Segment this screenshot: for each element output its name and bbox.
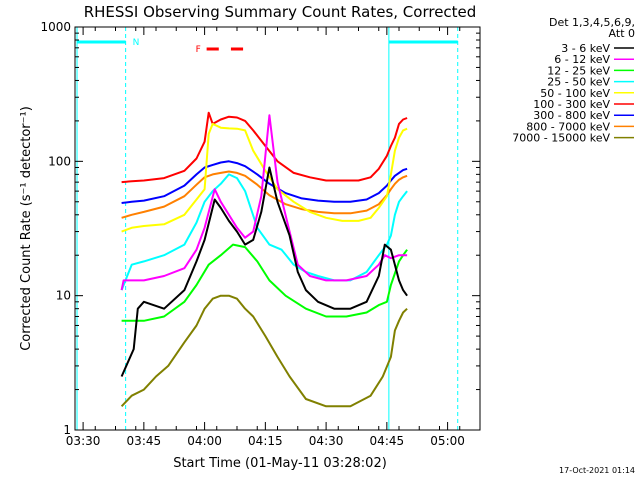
legend-label: 300 - 800 keV	[533, 109, 610, 122]
x-axis: 03:30 03:45 04:00 04:15 04:30 04:45 05:00	[66, 27, 481, 448]
legend-label: 25 - 50 keV	[547, 76, 610, 89]
x-axis-label: Start Time (01-May-11 03:28:02)	[173, 456, 387, 471]
x-tick-label: 03:45	[127, 434, 162, 448]
legend-header-line-2: Att 0	[609, 27, 635, 40]
chart-title: RHESSI Observing Summary Count Rates, Co…	[84, 3, 477, 21]
y-tick-label: 10	[56, 289, 71, 303]
series-line	[121, 122, 408, 233]
series-line	[120, 173, 408, 291]
x-tick-label: 04:15	[248, 434, 283, 448]
series-line	[121, 170, 408, 219]
night-label: N	[133, 38, 140, 48]
legend-label: 800 - 7000 keV	[526, 120, 610, 133]
y-tick-label: 1	[63, 423, 71, 437]
legend-label: 3 - 6 keV	[561, 42, 610, 55]
series-line	[120, 166, 408, 377]
x-tick-label: 04:00	[187, 434, 222, 448]
y-tick-label: 1000	[40, 20, 71, 34]
plot-area	[120, 111, 408, 408]
legend-label: 50 - 100 keV	[540, 87, 610, 100]
y-axis-label: Corrected Count Rate (s⁻¹ detector⁻¹)	[19, 106, 34, 351]
flare-label: F	[196, 45, 201, 55]
x-tick-label: 03:30	[66, 434, 101, 448]
y-axis: 1 10 100 1000	[40, 20, 480, 437]
legend-label: 7000 - 15000 keV	[512, 132, 610, 145]
legend-label: 6 - 12 keV	[554, 53, 610, 66]
legend-header-line-1: Det 1,3,4,5,6,9,	[549, 16, 635, 29]
x-tick-label: 05:00	[430, 434, 465, 448]
series-line	[120, 294, 408, 408]
series-line	[120, 114, 408, 291]
legend-label: 100 - 300 keV	[533, 98, 610, 111]
series-line	[121, 243, 408, 322]
y-tick-label: 100	[48, 154, 71, 168]
x-tick-label: 04:30	[309, 434, 344, 448]
footer-timestamp: 17-Oct-2021 01:14	[559, 466, 635, 475]
legend-label: 12 - 25 keV	[547, 64, 610, 77]
x-tick-label: 04:45	[370, 434, 405, 448]
